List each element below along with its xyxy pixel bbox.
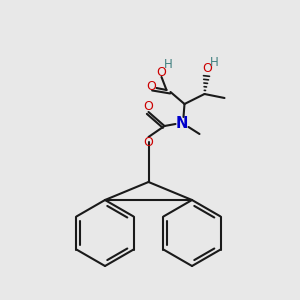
Text: O: O xyxy=(144,100,153,113)
Text: O: O xyxy=(157,65,166,79)
Text: N: N xyxy=(175,116,188,131)
Text: O: O xyxy=(202,62,212,76)
Text: O: O xyxy=(147,80,156,94)
Text: H: H xyxy=(164,58,173,71)
Text: H: H xyxy=(210,56,219,70)
Text: O: O xyxy=(144,136,153,148)
